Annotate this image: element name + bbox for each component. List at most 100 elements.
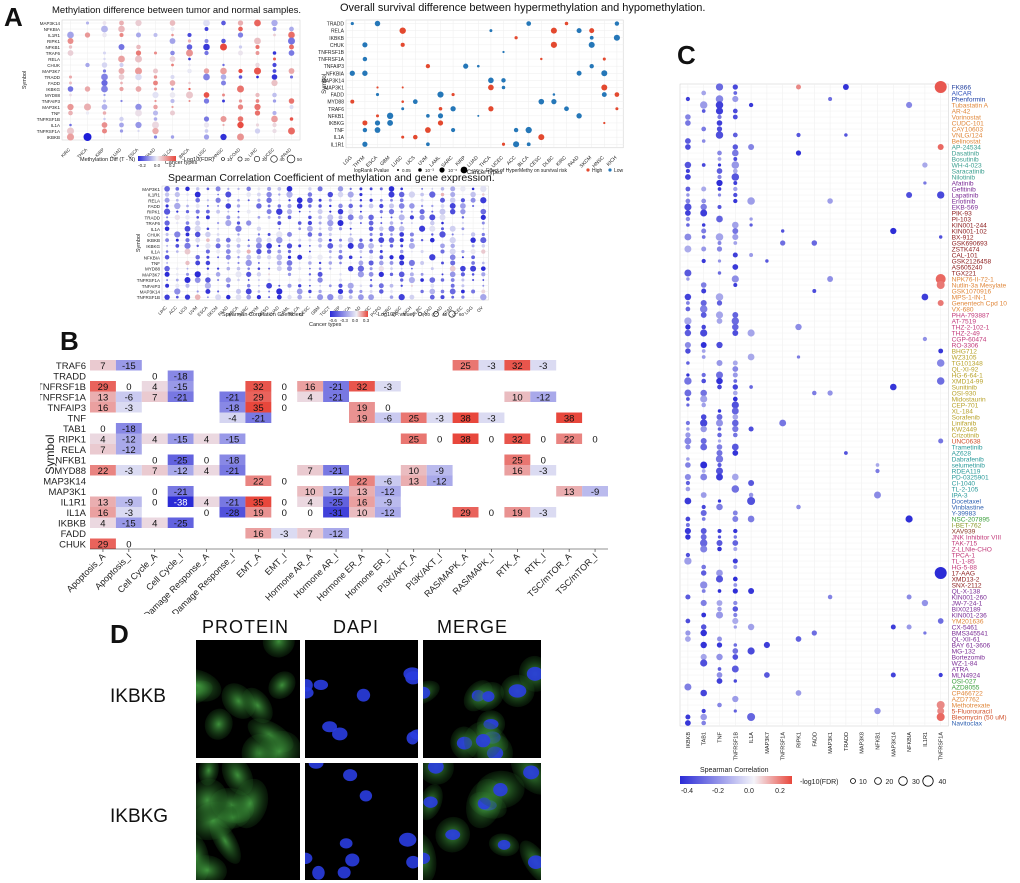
dot bbox=[176, 210, 179, 213]
dot bbox=[401, 135, 405, 139]
dot bbox=[589, 63, 594, 69]
dot bbox=[338, 249, 343, 254]
dot bbox=[152, 127, 159, 135]
dot bbox=[685, 198, 691, 204]
dot bbox=[165, 204, 169, 208]
dot bbox=[205, 231, 211, 238]
dot bbox=[685, 480, 690, 486]
heatmap-value: -9 bbox=[384, 497, 392, 508]
drug-tick-label: Navitoclax bbox=[952, 720, 983, 727]
dot bbox=[399, 27, 406, 34]
dot bbox=[101, 104, 108, 110]
dot bbox=[253, 67, 262, 75]
dot bbox=[716, 377, 723, 385]
heatmap-value: -15 bbox=[174, 434, 188, 445]
dot bbox=[461, 256, 464, 259]
dot bbox=[188, 63, 191, 67]
dot bbox=[401, 100, 404, 103]
dot bbox=[254, 128, 261, 134]
heatmap-value: 16 bbox=[98, 508, 109, 519]
dot bbox=[272, 69, 277, 73]
dot bbox=[685, 168, 690, 174]
heatmap-value: 0 bbox=[126, 382, 131, 393]
dot bbox=[874, 491, 881, 499]
dot bbox=[684, 437, 692, 445]
dot bbox=[347, 242, 354, 249]
heatmap-cell bbox=[400, 412, 427, 423]
dot bbox=[170, 98, 175, 104]
dot bbox=[288, 68, 295, 74]
dot bbox=[430, 267, 434, 271]
dot bbox=[685, 618, 691, 624]
heatmap-value: 25 bbox=[460, 361, 471, 372]
drug-tick-label: Methotrexate bbox=[952, 702, 991, 709]
dot bbox=[374, 120, 381, 126]
dot bbox=[188, 81, 191, 85]
dot bbox=[289, 44, 294, 50]
dot bbox=[176, 221, 179, 225]
heatmap-cell bbox=[349, 486, 375, 497]
drug-tick-label: QL-X-138 bbox=[952, 588, 981, 595]
dot bbox=[267, 278, 271, 282]
dot bbox=[102, 69, 107, 73]
cancer-tick-label: LIHC bbox=[157, 305, 168, 316]
dot bbox=[480, 293, 487, 301]
dot bbox=[225, 191, 232, 198]
dot bbox=[732, 558, 738, 564]
dot bbox=[225, 203, 232, 209]
heatmap-value: 32 bbox=[512, 361, 523, 372]
cancer-tick-label: LUAD bbox=[466, 155, 480, 169]
dot bbox=[238, 75, 243, 79]
dot bbox=[347, 282, 354, 289]
dot bbox=[812, 289, 817, 293]
heatmap-cell bbox=[297, 496, 324, 507]
dot bbox=[699, 305, 708, 313]
heatmap-value: 38 bbox=[460, 434, 471, 445]
cancer-tick-label: UCS bbox=[405, 155, 417, 167]
dot bbox=[715, 455, 724, 463]
dot bbox=[362, 56, 368, 62]
size-legend-tick: 40 bbox=[939, 779, 947, 786]
size-legend-title: -log10(FDR) bbox=[800, 779, 839, 786]
dot bbox=[276, 254, 283, 261]
dot bbox=[420, 198, 424, 202]
dot bbox=[936, 713, 945, 721]
drug-tick-label: AZ628 bbox=[952, 450, 972, 457]
heatmap-value: 0 bbox=[489, 434, 494, 445]
gene-tick-label: TAB1 bbox=[63, 424, 86, 435]
dot bbox=[236, 266, 241, 271]
dot bbox=[379, 226, 384, 231]
col-label-protein: PROTEIN bbox=[202, 617, 290, 637]
cancer-tick-label: UVM bbox=[417, 155, 429, 167]
dot bbox=[460, 198, 466, 203]
dot bbox=[425, 64, 431, 69]
dot bbox=[401, 86, 404, 89]
heatmap-value: -3 bbox=[435, 413, 443, 424]
dot bbox=[287, 255, 292, 259]
dot bbox=[298, 210, 301, 213]
dot bbox=[102, 32, 107, 38]
gene-tick-label: IL1A bbox=[151, 227, 160, 232]
dot bbox=[715, 611, 724, 619]
dot bbox=[152, 91, 159, 99]
micrograph-dapi-ikbkb bbox=[305, 640, 418, 758]
dot bbox=[309, 250, 311, 253]
dot bbox=[733, 535, 738, 539]
dot bbox=[450, 260, 456, 266]
dot bbox=[686, 403, 690, 407]
heatmap-value: 0 bbox=[385, 403, 390, 414]
dot bbox=[438, 106, 443, 111]
dot bbox=[258, 284, 260, 287]
dot bbox=[440, 278, 445, 282]
dot bbox=[437, 120, 444, 126]
dot bbox=[685, 486, 691, 492]
gene-tick-label: TNFAIP3 bbox=[324, 64, 345, 70]
dot bbox=[700, 443, 708, 451]
drug-tick-label: KW2449 bbox=[952, 426, 978, 433]
drug-tick-label: VNLG/124 bbox=[952, 132, 983, 139]
dot bbox=[185, 232, 190, 237]
dot bbox=[844, 133, 848, 137]
drug-tick-label: AZD8055 bbox=[952, 684, 980, 691]
dot bbox=[701, 402, 706, 408]
dot bbox=[195, 197, 201, 203]
